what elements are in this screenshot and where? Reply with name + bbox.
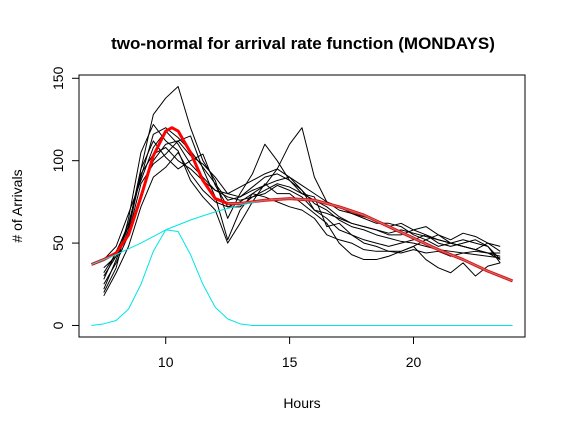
y-tick-label: 0 bbox=[50, 321, 66, 329]
observed-line-2 bbox=[103, 86, 501, 277]
y-tick-label: 50 bbox=[50, 235, 66, 251]
observed-line-5 bbox=[103, 151, 501, 297]
x-axis-label: Hours bbox=[283, 395, 320, 411]
plot-frame bbox=[78, 74, 526, 338]
x-tick-label: 20 bbox=[406, 354, 422, 370]
observed-line-8 bbox=[103, 147, 501, 290]
observed-line-6 bbox=[103, 140, 501, 280]
observed-line-3 bbox=[103, 127, 501, 285]
y-tick-label: 100 bbox=[50, 149, 66, 173]
fitted-total-curve bbox=[90, 126, 514, 283]
x-tick-label: 15 bbox=[282, 354, 298, 370]
y-axis-label: # of Arrivals bbox=[9, 169, 25, 242]
chart-title: two-normal for arrival rate function (MO… bbox=[111, 34, 495, 53]
y-tick-label: 150 bbox=[50, 66, 66, 90]
observed-line-4 bbox=[103, 123, 501, 293]
axes-layer: 10 15 20 0 50 100 150 bbox=[50, 66, 421, 370]
x-tick-label: 10 bbox=[158, 354, 174, 370]
series-layer bbox=[90, 86, 514, 326]
observed-line-7 bbox=[103, 140, 501, 269]
fitted-component-morning-peak-curve bbox=[91, 229, 513, 326]
fitted-total-overlay-curve bbox=[227, 197, 513, 282]
